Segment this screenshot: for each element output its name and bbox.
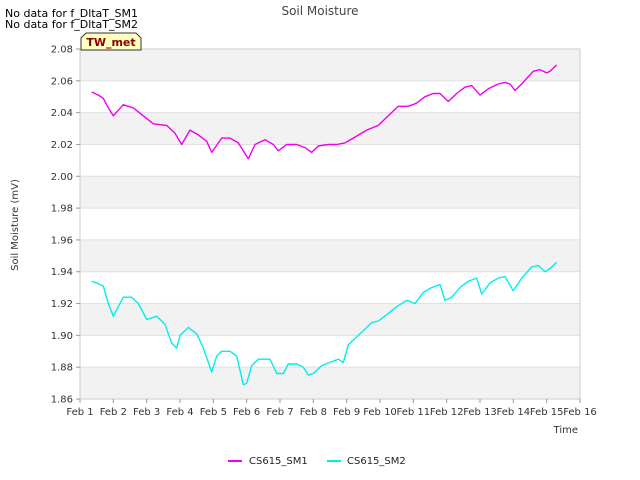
y-tick-label: 2.00 [51, 172, 73, 183]
grid-band [80, 176, 580, 209]
x-tick-label: Feb 4 [166, 407, 193, 418]
x-tick-label: Feb 9 [333, 407, 360, 418]
plot-area [79, 48, 581, 400]
no-data-notice-2: No data for f_DltaT_SM2 [5, 18, 138, 31]
y-tick-label: 1.98 [51, 204, 73, 215]
series-line-sm2 [91, 261, 558, 386]
x-tick-label: Feb 12 [430, 407, 464, 418]
y-tick-label: 1.94 [51, 267, 73, 278]
grid-band [80, 49, 580, 81]
station-badge: TW_met [80, 32, 142, 51]
x-tick-label: Feb 7 [266, 407, 293, 418]
grid-band [80, 112, 580, 145]
x-tick-label: Feb 15 [530, 407, 564, 418]
x-tick-label: Feb 11 [397, 407, 431, 418]
y-tick-label: 1.90 [51, 331, 73, 342]
y-tick-label: 1.96 [51, 235, 73, 246]
y-tick-label: 2.02 [51, 140, 73, 151]
grid-band [80, 239, 580, 272]
x-tick-label: Feb 16 [563, 407, 597, 418]
legend-label-sm1: CS615_SM1 [249, 456, 308, 467]
grid-band [80, 367, 580, 399]
badge-label: TW_met [86, 36, 135, 49]
x-tick-label: Feb 6 [233, 407, 260, 418]
x-tick-label: Feb 3 [133, 407, 160, 418]
badge-shape [80, 32, 142, 51]
no-data-notice-1: No data for f_DltaT_SM1 [5, 7, 138, 20]
x-tick-label: Feb 8 [300, 407, 327, 418]
legend: CS615_SM1 CS615_SM2 [228, 456, 406, 467]
y-tick-label: 2.08 [51, 45, 73, 56]
x-tick-label: Feb 14 [497, 407, 531, 418]
x-axis-label: Time [553, 425, 578, 436]
x-tick-label: Feb 2 [100, 407, 127, 418]
legend-label-sm2: CS615_SM2 [347, 456, 406, 467]
x-tick-label: Feb 10 [363, 407, 397, 418]
grid-band [80, 303, 580, 336]
y-tick-label: 2.06 [51, 76, 73, 87]
y-tick-label: 2.04 [51, 108, 73, 119]
y-tick-label: 1.92 [51, 299, 73, 310]
chart-title: Soil Moisture [281, 4, 358, 18]
series-line-sm1 [91, 64, 558, 160]
y-axis-label: Soil Moisture (mV) [10, 179, 21, 271]
x-tick-label: Feb 13 [463, 407, 497, 418]
x-tick-label: Feb 5 [200, 407, 227, 418]
y-tick-label: 1.88 [51, 363, 73, 374]
y-tick-label: 1.86 [51, 395, 73, 406]
x-tick-label: Feb 1 [66, 407, 93, 418]
